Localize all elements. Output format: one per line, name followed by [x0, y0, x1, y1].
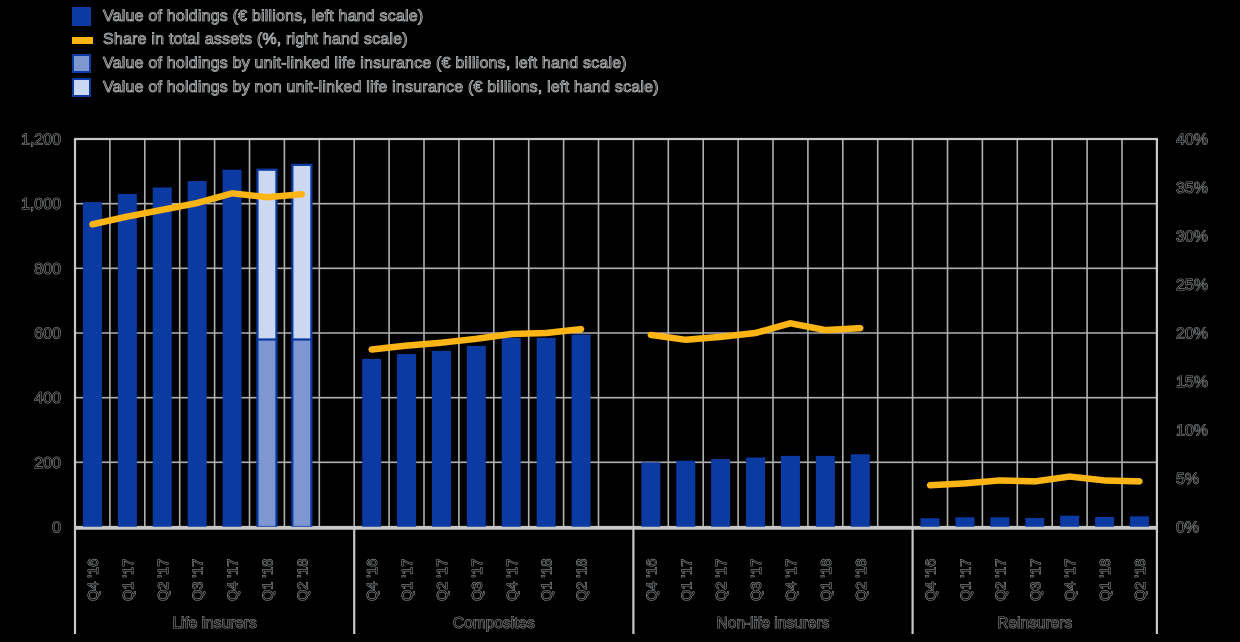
chart-legend: Value of holdings (€ billions, left hand…	[72, 5, 659, 99]
share-line-swatch-icon	[72, 36, 93, 44]
holdings-bar	[746, 457, 766, 527]
holdings-bar	[466, 345, 486, 527]
x-axis-quarter-label: Q1 '17	[958, 559, 974, 601]
x-axis-quarter-label: Q4 '16	[365, 559, 381, 601]
x-axis-quarter-label: Q3 '17	[470, 559, 486, 601]
holdings-bar	[815, 455, 835, 527]
holdings-bar	[362, 358, 382, 527]
holdings-bar	[152, 187, 172, 527]
x-axis-quarter-label: Q3 '17	[749, 559, 765, 601]
unit-linked-bar-swatch-icon	[72, 54, 91, 74]
x-axis-quarter-label: Q2 '17	[435, 559, 451, 601]
legend-label-share-line: Share in total assets (%, right hand sca…	[103, 31, 408, 49]
x-axis-quarter-label: Q4 '16	[644, 559, 660, 601]
left-axis-tick-label: 600	[34, 326, 61, 343]
x-axis-quarter-label: Q1 '17	[121, 559, 137, 601]
right-axis-tick-label: 20%	[1176, 326, 1208, 343]
right-axis-tick-label: 30%	[1176, 229, 1208, 246]
group-label: Reinsurers	[997, 615, 1072, 632]
x-axis-quarter-label: Q2 '17	[993, 559, 1009, 601]
x-axis-quarter-label: Q2 '18	[295, 559, 311, 601]
holdings-bar	[1025, 517, 1045, 527]
x-axis-quarter-label: Q1 '18	[540, 559, 556, 601]
legend-item-non-unit-linked: Value of holdings by non unit-linked lif…	[72, 76, 659, 100]
right-axis-tick-label: 0%	[1176, 520, 1199, 537]
holdings-bar	[920, 518, 940, 527]
holdings-bar	[1095, 516, 1115, 527]
x-axis-quarter-label: Q4 '17	[226, 559, 242, 601]
holdings-bar	[571, 334, 591, 527]
legend-label-holdings: Value of holdings (€ billions, left hand…	[103, 7, 424, 25]
left-axis-tick-label: 400	[34, 390, 61, 407]
left-axis-tick-label: 1,200	[21, 132, 61, 149]
unit-linked-bar-segment	[256, 338, 278, 529]
holdings-bar	[780, 455, 800, 527]
holdings-bar	[117, 193, 137, 527]
share-line	[647, 320, 864, 344]
group-label: Non-life insurers	[717, 615, 830, 632]
group-label: Life insurers	[172, 615, 257, 632]
x-axis-quarter-label: Q2 '17	[156, 559, 172, 601]
left-axis-tick-label: 1,000	[21, 196, 61, 213]
x-axis-quarter-label: Q2 '18	[575, 559, 591, 601]
holdings-bar	[676, 460, 696, 527]
x-axis-quarter-label: Q2 '17	[714, 559, 730, 601]
right-axis-tick-label: 5%	[1176, 471, 1199, 488]
holdings-bar	[187, 181, 207, 528]
left-axis-tick-label: 0	[52, 520, 61, 537]
right-axis-tick-label: 15%	[1176, 374, 1208, 391]
right-axis-tick-label: 10%	[1176, 423, 1208, 440]
holdings-bar	[536, 337, 556, 527]
x-axis-quarter-label: Q4 '16	[86, 559, 102, 601]
x-axis-quarter-label: Q1 '18	[260, 559, 276, 601]
holdings-bar	[955, 517, 975, 527]
holdings-bar	[397, 354, 417, 527]
holdings-bar	[711, 459, 731, 527]
holdings-bar	[1129, 516, 1149, 527]
legend-item-holdings: Value of holdings (€ billions, left hand…	[72, 5, 659, 29]
non-unit-linked-bar-swatch-icon	[72, 78, 91, 98]
x-axis-quarter-label: Q1 '17	[679, 559, 695, 601]
share-line	[89, 190, 306, 228]
non-unit-linked-bar-segment	[256, 168, 278, 341]
holdings-bar	[222, 169, 242, 527]
legend-label-non-unit-linked: Value of holdings by non unit-linked lif…	[103, 78, 659, 96]
holdings-bar	[1060, 515, 1080, 527]
non-unit-linked-bar-segment	[291, 163, 313, 341]
legend-item-unit-linked: Value of holdings by unit-linked life in…	[72, 52, 659, 76]
x-axis-quarter-label: Q3 '17	[191, 559, 207, 601]
right-axis-tick-label: 35%	[1176, 180, 1208, 197]
x-axis-quarter-label: Q3 '17	[1028, 559, 1044, 601]
left-axis-tick-label: 800	[34, 261, 61, 278]
holdings-bar	[641, 462, 661, 527]
right-axis-tick-label: 25%	[1176, 277, 1208, 294]
left-axis-tick-label: 200	[34, 455, 61, 472]
holdings-bar-swatch-icon	[72, 7, 91, 27]
x-axis-quarter-label: Q2 '18	[1133, 559, 1149, 601]
x-axis-quarter-label: Q2 '18	[854, 559, 870, 601]
legend-label-unit-linked: Value of holdings by unit-linked life in…	[103, 54, 627, 73]
x-axis-quarter-label: Q4 '16	[924, 559, 940, 601]
share-line	[368, 325, 585, 353]
x-axis-quarter-label: Q4 '17	[784, 559, 800, 601]
holdings-bar	[990, 517, 1010, 527]
group-label: Composites	[453, 615, 535, 632]
share-line	[926, 473, 1143, 489]
unit-linked-bar-segment	[291, 338, 313, 529]
x-axis-quarter-label: Q4 '17	[1063, 559, 1079, 601]
x-axis-quarter-label: Q1 '17	[400, 559, 416, 601]
x-axis-quarter-label: Q1 '18	[1098, 559, 1114, 601]
holdings-bar	[82, 202, 102, 528]
holdings-bar	[501, 337, 521, 527]
right-axis-tick-label: 40%	[1176, 132, 1208, 149]
x-axis-quarter-label: Q1 '18	[819, 559, 835, 601]
holdings-bar	[850, 454, 870, 527]
legend-item-share-line: Share in total assets (%, right hand sca…	[72, 29, 659, 53]
holdings-bar	[431, 350, 451, 527]
x-axis-quarter-label: Q4 '17	[505, 559, 521, 601]
